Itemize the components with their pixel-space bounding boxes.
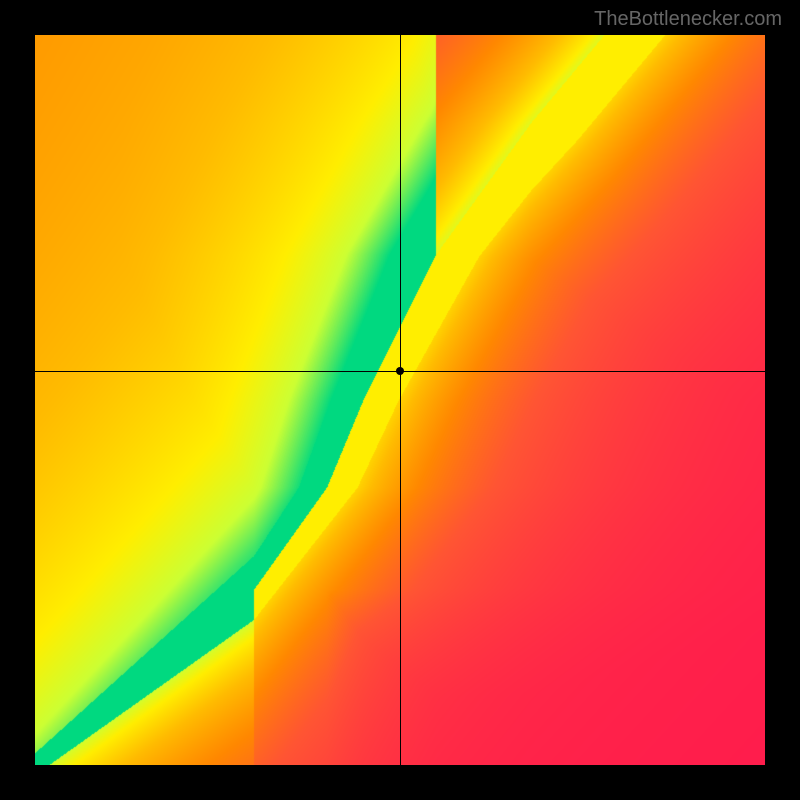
watermark-text: TheBottlenecker.com bbox=[594, 8, 782, 31]
crosshair-vertical bbox=[400, 35, 401, 765]
heatmap-plot bbox=[35, 35, 765, 765]
marker-point bbox=[396, 367, 404, 375]
